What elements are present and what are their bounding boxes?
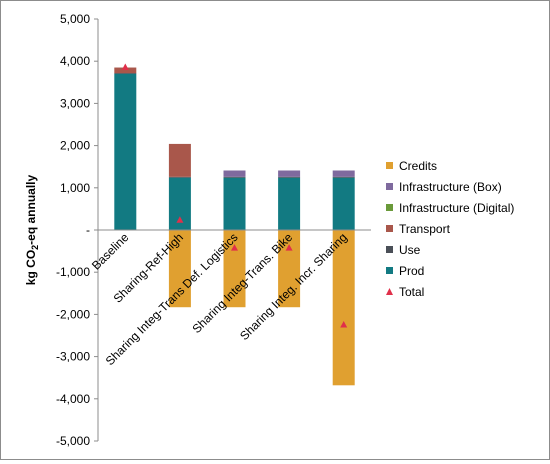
legend-swatch-credits: [386, 162, 393, 169]
legend-label-transport: Transport: [399, 222, 451, 236]
legend-label-credits: Credits: [399, 159, 437, 173]
legend-label-infrastructure-box: Infrastructure (Box): [399, 180, 502, 194]
y-tick-label: 1,000: [60, 181, 90, 195]
bar-infrastructure-box-sharing-integ-trans-bike: [278, 170, 301, 177]
legend-swatch-prod: [386, 267, 393, 274]
y-tick-label: -4,000: [56, 392, 90, 406]
y-axis-title-main: kg CO: [24, 250, 38, 285]
bar-prod-sharing-integ-trans-bike: [278, 177, 301, 230]
bar-credits-sharing-integ-trans-def-logistics: [223, 230, 246, 308]
y-tick-label: -: [86, 223, 90, 237]
total-markers: [121, 63, 348, 328]
legend-label-use: Use: [399, 243, 421, 257]
bar-prod-sharing-ref-high: [168, 177, 191, 230]
y-ticks: 5,000 4,000 3,000 2,000 1,000 - -1,000 -2,000 -3…: [56, 12, 98, 448]
y-axis-title: kg CO2-eq annually: [24, 174, 40, 285]
legend-swatch-transport: [386, 225, 393, 232]
legend-swatch-infrastructure-box: [386, 183, 393, 190]
total-marker-sharing-integ-trans-bike: [285, 244, 293, 251]
bar-credits-sharing-integ-incr-sharing: [332, 230, 355, 386]
y-tick-label: -3,000: [56, 350, 90, 364]
legend-label-total: Total: [399, 285, 424, 299]
bar-use-baseline: [114, 73, 137, 74]
bar-use-sharing-integ-trans-def-logistics: [223, 176, 246, 178]
y-tick-label: -5,000: [56, 434, 90, 448]
bar-transport-baseline: [114, 67, 137, 74]
bar-infrastructure-box-sharing-integ-incr-sharing: [332, 170, 355, 177]
total-marker-sharing-integ-trans-def-logistics: [231, 244, 238, 251]
bars-layer: [114, 67, 355, 386]
y-axis-title-suffix: -eq annually: [24, 174, 38, 244]
bar-use-sharing-integ-incr-sharing: [332, 176, 355, 178]
legend-label-prod: Prod: [399, 264, 424, 278]
y-tick-label: 5,000: [60, 12, 90, 26]
bar-prod-sharing-integ-incr-sharing: [332, 177, 355, 230]
bar-prod-sharing-integ-trans-def-logistics: [223, 177, 246, 230]
y-tick-label: 2,000: [60, 139, 90, 153]
legend: Credits Infrastructure (Box) Infrastructur…: [386, 159, 514, 299]
legend-swatch-use: [386, 246, 393, 253]
y-tick-label: -2,000: [56, 307, 90, 321]
total-marker-sharing-integ-incr-sharing: [340, 320, 348, 328]
legend-label-infrastructure-digital: Infrastructure (Digital): [399, 201, 514, 215]
bar-use-sharing-ref-high: [168, 176, 191, 178]
legend-swatch-infrastructure-digital: [386, 204, 393, 211]
x-tick-label: Baseline: [89, 230, 132, 273]
bar-credits-sharing-integ-trans-bike: [278, 230, 301, 308]
legend-swatch-total: [386, 288, 393, 295]
y-tick-label: -1,000: [56, 265, 90, 279]
bar-use-sharing-integ-trans-bike: [278, 176, 301, 178]
y-tick-label: 3,000: [60, 96, 90, 110]
total-marker-baseline: [121, 63, 129, 71]
bar-credits-sharing-ref-high: [168, 230, 191, 308]
bar-prod-baseline: [114, 73, 137, 230]
bar-transport-sharing-ref-high: [168, 143, 191, 177]
total-marker-sharing-ref-high: [176, 216, 184, 223]
y-axis-title-subscript: 2: [30, 245, 40, 250]
bar-infrastructure-box-sharing-integ-trans-def-logistics: [223, 170, 246, 177]
y-tick-label: 4,000: [60, 54, 90, 68]
